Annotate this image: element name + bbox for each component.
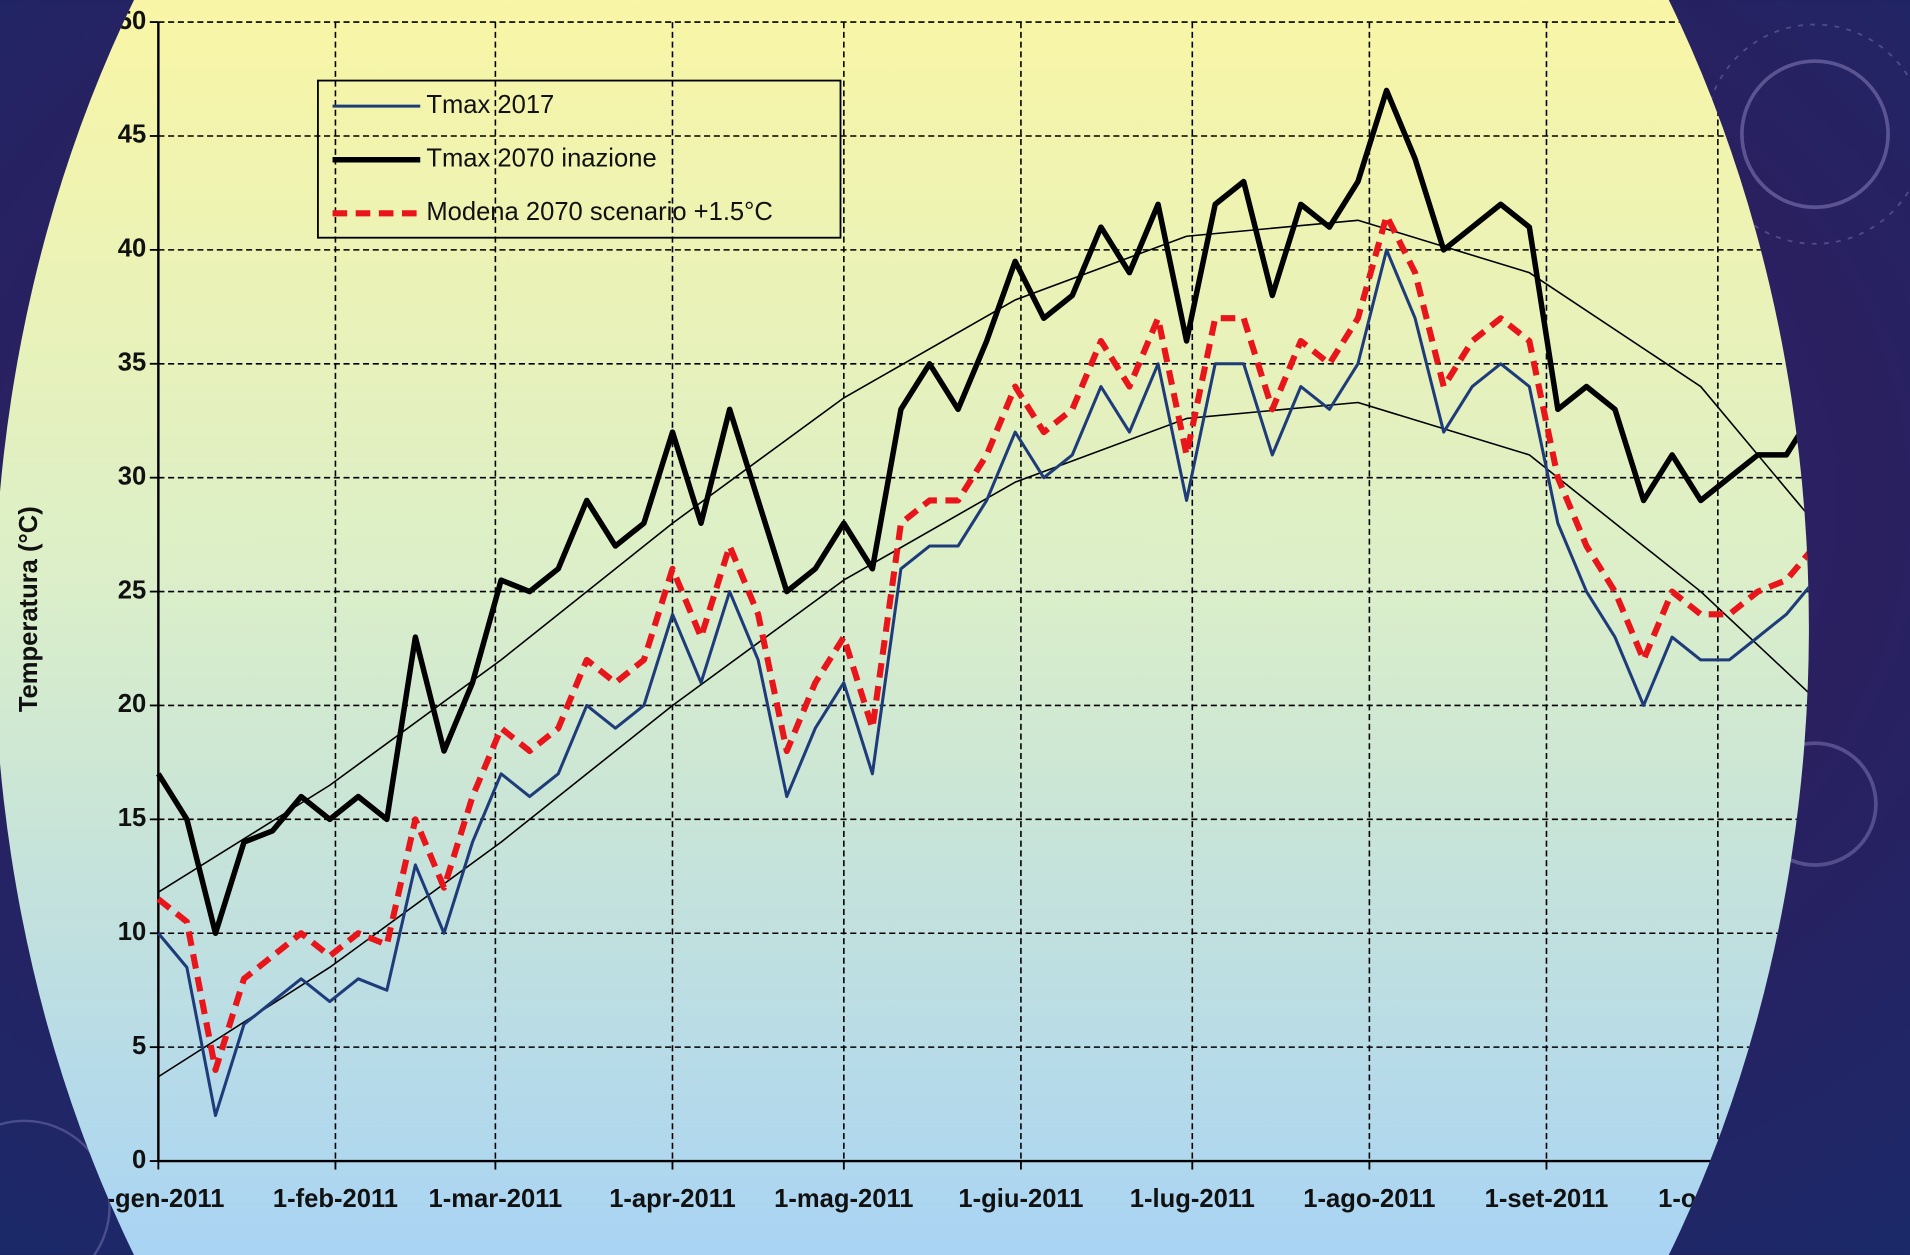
y-axis-label: Temperatura (°C) (15, 506, 43, 712)
y-tick-label: 40 (118, 235, 146, 263)
legend-label: Tmax 2070 inazione (426, 144, 656, 172)
legend-label: Modena 2070 scenario +1.5°C (426, 198, 773, 226)
x-tick-label: 1-lug-2011 (1130, 1185, 1255, 1213)
plot-background (0, 0, 1910, 1255)
y-tick-label: 20 (118, 690, 146, 718)
y-tick-label: 45 (118, 121, 146, 149)
x-tick-label: 1-set-2011 (1485, 1185, 1609, 1213)
y-tick-label: 0 (132, 1146, 146, 1174)
x-tick-label: 1-mag-2011 (774, 1185, 913, 1213)
chart: Temperatura (°C) 051015202530354045501-g… (0, 0, 1910, 1255)
slide: Temperatura (°C) 051015202530354045501-g… (0, 0, 1910, 1255)
x-tick-label: 1-feb-2011 (273, 1185, 398, 1213)
y-tick-label: 15 (118, 804, 146, 832)
y-tick-label: 25 (118, 576, 146, 604)
page: {"chart_data": { "type": "line", "y_labe… (0, 0, 1910, 1255)
y-tick-label: 5 (132, 1032, 146, 1060)
y-tick-label: 35 (118, 349, 146, 377)
x-tick-label: 1-apr-2011 (609, 1185, 736, 1213)
legend-label: Tmax 2017 (426, 91, 554, 119)
y-tick-label: 30 (118, 462, 146, 490)
x-tick-label: 1-giu-2011 (958, 1185, 1083, 1213)
x-tick-label: 1-ago-2011 (1303, 1185, 1435, 1213)
y-tick-label: 10 (118, 918, 146, 946)
x-tick-label: 1-mar-2011 (429, 1185, 563, 1213)
